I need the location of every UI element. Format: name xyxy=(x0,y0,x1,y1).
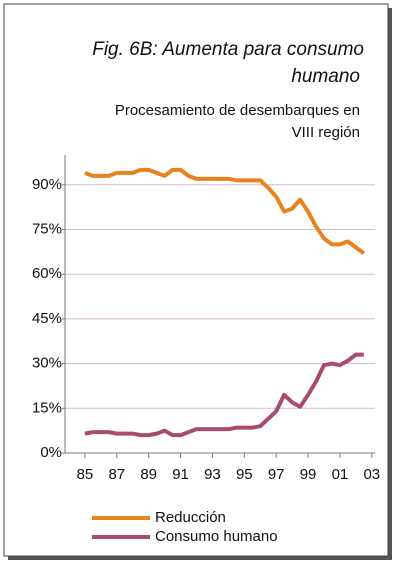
x-tick-label: 85 xyxy=(77,466,94,483)
legend-label: Reducción xyxy=(155,509,226,526)
subtitle-line: Procesamiento de desembarques en xyxy=(115,102,360,119)
y-tick-label: 45% xyxy=(32,310,62,327)
x-tick-label: 99 xyxy=(300,466,317,483)
x-tick-label: 93 xyxy=(204,466,221,483)
series-line xyxy=(84,352,364,438)
x-tick-label: 87 xyxy=(108,466,125,483)
x-tick-label: 91 xyxy=(172,466,189,483)
y-tick-label: 0% xyxy=(40,444,62,461)
series-line xyxy=(84,167,366,255)
subtitle-line: VIII región xyxy=(292,124,360,141)
x-tick-label: 97 xyxy=(268,466,285,483)
frame xyxy=(3,3,389,557)
y-tick-label: 90% xyxy=(32,176,62,193)
title-line: humano xyxy=(291,66,360,87)
chart-title: Fig. 6B: Aumenta para consumo humano xyxy=(92,39,364,87)
legend-label: Consumo humano xyxy=(155,528,278,545)
x-tick-label: 03 xyxy=(363,466,380,483)
x-tick-label: 01 xyxy=(332,466,349,483)
y-tick-label: 60% xyxy=(32,265,62,282)
x-tick-label: 95 xyxy=(236,466,253,483)
y-tick-label: 30% xyxy=(32,355,62,372)
y-tick-label: 15% xyxy=(32,399,62,416)
chart-subtitle: Procesamiento de desembarques en VIII reg… xyxy=(115,102,360,141)
y-tick-label: 75% xyxy=(32,220,62,237)
title-line: Fig. 6B: Aumenta para consumo xyxy=(92,39,364,60)
x-tick-label: 89 xyxy=(140,466,157,483)
